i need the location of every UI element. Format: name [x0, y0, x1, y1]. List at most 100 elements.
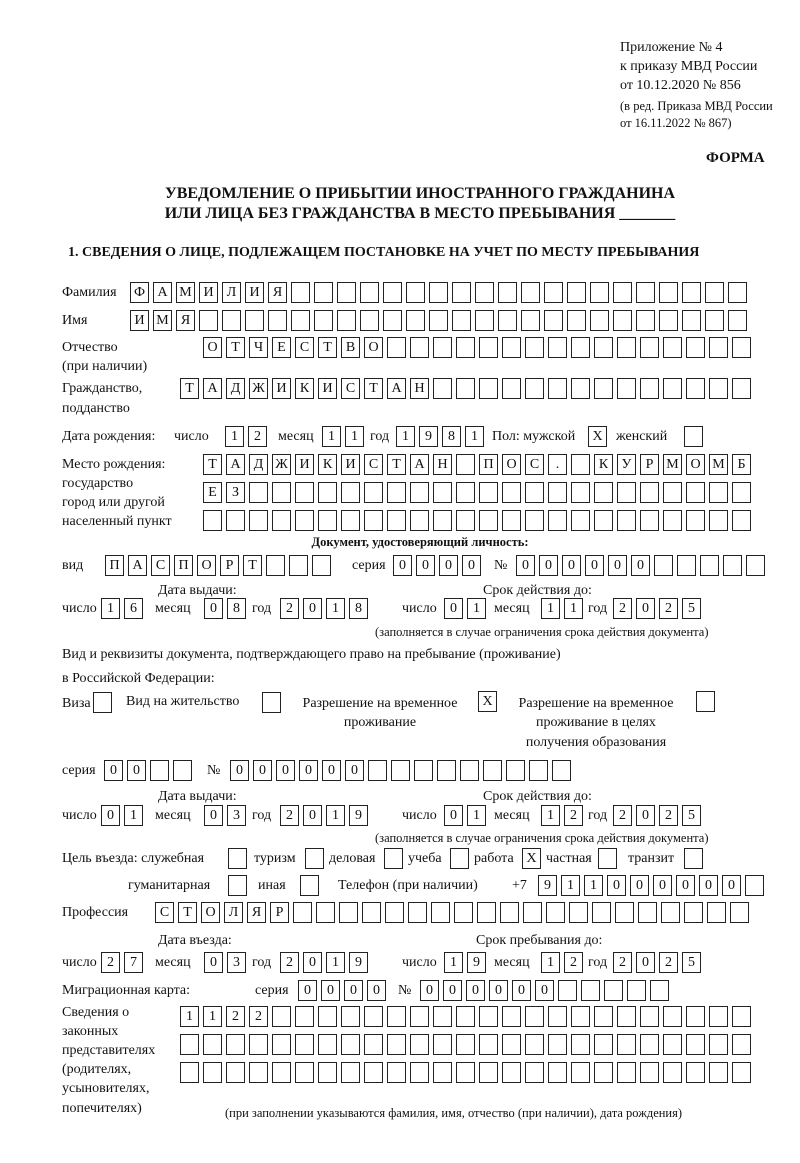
- char-box[interactable]: [684, 848, 703, 869]
- char-box[interactable]: А: [153, 282, 172, 303]
- char-box[interactable]: [546, 902, 565, 923]
- char-box[interactable]: [226, 1034, 245, 1055]
- char-box[interactable]: Р: [220, 555, 239, 576]
- char-box[interactable]: [525, 337, 544, 358]
- char-box[interactable]: [391, 760, 410, 781]
- char-box[interactable]: [640, 482, 659, 503]
- purpose-study-checkbox[interactable]: [450, 848, 473, 869]
- char-box[interactable]: [337, 282, 356, 303]
- char-box[interactable]: И: [245, 282, 264, 303]
- char-box[interactable]: [228, 875, 247, 896]
- char-box[interactable]: X: [478, 691, 497, 712]
- char-box[interactable]: 9: [419, 426, 438, 447]
- char-box[interactable]: [291, 282, 310, 303]
- char-box[interactable]: [364, 1006, 383, 1027]
- char-box[interactable]: 2: [613, 805, 632, 826]
- char-box[interactable]: 0: [562, 555, 581, 576]
- char-box[interactable]: З: [226, 482, 245, 503]
- char-box[interactable]: [617, 1062, 636, 1083]
- char-box[interactable]: [732, 378, 751, 399]
- char-box[interactable]: [700, 555, 719, 576]
- char-box[interactable]: [272, 1034, 291, 1055]
- char-box[interactable]: 0: [631, 555, 650, 576]
- char-box[interactable]: 1: [541, 598, 560, 619]
- char-box[interactable]: [203, 1062, 222, 1083]
- char-box[interactable]: [732, 1062, 751, 1083]
- visa-checkbox[interactable]: [93, 692, 116, 713]
- char-box[interactable]: О: [502, 454, 521, 475]
- char-box[interactable]: 1: [541, 805, 560, 826]
- char-box[interactable]: 2: [101, 952, 120, 973]
- char-box[interactable]: [594, 510, 613, 531]
- char-box[interactable]: [617, 337, 636, 358]
- char-box[interactable]: М: [663, 454, 682, 475]
- char-box[interactable]: [684, 426, 703, 447]
- char-box[interactable]: [479, 1062, 498, 1083]
- char-box[interactable]: [479, 482, 498, 503]
- char-box[interactable]: [479, 337, 498, 358]
- char-box[interactable]: [548, 482, 567, 503]
- char-box[interactable]: И: [199, 282, 218, 303]
- char-box[interactable]: [661, 902, 680, 923]
- char-box[interactable]: [479, 378, 498, 399]
- char-box[interactable]: Т: [387, 454, 406, 475]
- char-box[interactable]: [272, 510, 291, 531]
- char-box[interactable]: [429, 282, 448, 303]
- representatives-field-2[interactable]: [180, 1034, 755, 1055]
- char-box[interactable]: [502, 1034, 521, 1055]
- char-box[interactable]: [431, 902, 450, 923]
- char-box[interactable]: [617, 482, 636, 503]
- char-box[interactable]: 0: [722, 875, 741, 896]
- char-box[interactable]: [659, 310, 678, 331]
- char-box[interactable]: 0: [462, 555, 481, 576]
- char-box[interactable]: [640, 378, 659, 399]
- char-box[interactable]: [705, 282, 724, 303]
- char-box[interactable]: [567, 282, 586, 303]
- char-box[interactable]: [383, 310, 402, 331]
- char-box[interactable]: У: [617, 454, 636, 475]
- char-box[interactable]: [548, 378, 567, 399]
- purpose-official-checkbox[interactable]: [228, 848, 251, 869]
- char-box[interactable]: [640, 510, 659, 531]
- char-box[interactable]: О: [203, 337, 222, 358]
- char-box[interactable]: 1: [444, 952, 463, 973]
- char-box[interactable]: [477, 902, 496, 923]
- char-box[interactable]: Т: [203, 454, 222, 475]
- char-box[interactable]: [548, 1034, 567, 1055]
- char-box[interactable]: О: [201, 902, 220, 923]
- char-box[interactable]: 3: [227, 805, 246, 826]
- char-box[interactable]: Р: [270, 902, 289, 923]
- char-box[interactable]: Е: [272, 337, 291, 358]
- char-box[interactable]: [521, 282, 540, 303]
- char-box[interactable]: [364, 510, 383, 531]
- char-box[interactable]: 0: [101, 805, 120, 826]
- char-box[interactable]: В: [341, 337, 360, 358]
- char-box[interactable]: [548, 1006, 567, 1027]
- char-box[interactable]: [433, 378, 452, 399]
- char-box[interactable]: М: [176, 282, 195, 303]
- char-box[interactable]: И: [295, 454, 314, 475]
- char-box[interactable]: П: [174, 555, 193, 576]
- char-box[interactable]: [456, 454, 475, 475]
- char-box[interactable]: 1: [465, 426, 484, 447]
- char-box[interactable]: О: [686, 454, 705, 475]
- char-box[interactable]: [454, 902, 473, 923]
- char-box[interactable]: [638, 902, 657, 923]
- char-box[interactable]: 0: [636, 952, 655, 973]
- char-box[interactable]: 1: [124, 805, 143, 826]
- char-box[interactable]: [316, 902, 335, 923]
- char-box[interactable]: [502, 1006, 521, 1027]
- char-box[interactable]: [502, 378, 521, 399]
- char-box[interactable]: [592, 902, 611, 923]
- temp-residence-checkbox[interactable]: X: [478, 691, 501, 712]
- char-box[interactable]: [341, 1062, 360, 1083]
